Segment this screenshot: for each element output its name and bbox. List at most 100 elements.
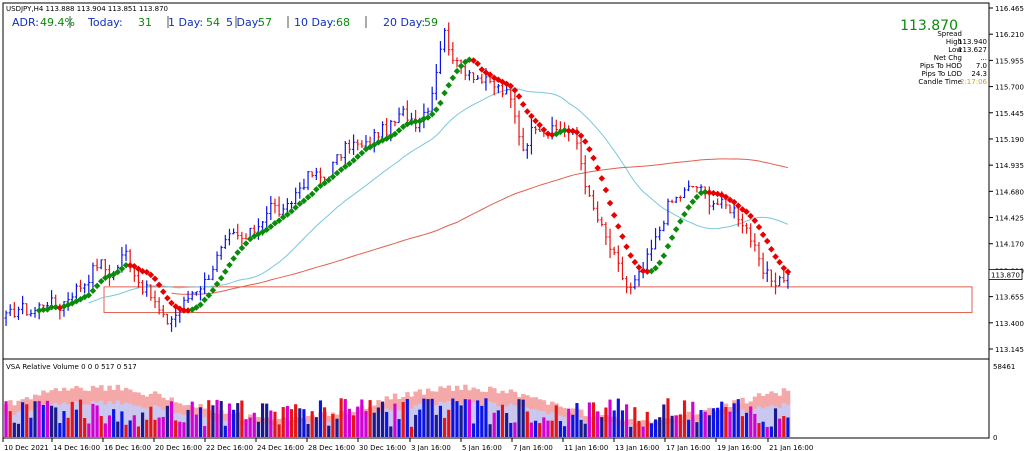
- volume-bar: [459, 405, 463, 437]
- volume-bar: [12, 422, 16, 437]
- info-row-value: 113.940: [958, 38, 987, 46]
- signal-ma-marker: [610, 212, 618, 219]
- signal-ma-marker: [321, 179, 328, 187]
- signal-ma-marker: [263, 226, 270, 234]
- volume-bar: [620, 410, 625, 437]
- time-tick-label: 13 Jan 16:00: [615, 444, 659, 451]
- volume-bar: [62, 411, 66, 437]
- volume-bar: [8, 411, 12, 437]
- volume-bar: [16, 423, 21, 437]
- signal-ma-marker: [739, 206, 746, 213]
- signal-ma-marker: [300, 197, 308, 205]
- volume-band: [136, 405, 141, 437]
- signal-ma-marker: [333, 169, 341, 177]
- signal-ma-marker: [735, 202, 742, 210]
- volume-bar: [575, 403, 579, 437]
- volume-bar: [534, 420, 538, 437]
- signal-ma-marker: [197, 301, 204, 308]
- current-price-readout: 113.870: [900, 18, 958, 34]
- signal-ma-marker: [292, 204, 299, 211]
- volume-bar: [223, 425, 227, 437]
- volume-bar: [720, 401, 724, 437]
- volume-bar: [124, 424, 128, 437]
- volume-bar: [50, 405, 54, 437]
- signal-ma-marker: [325, 176, 332, 184]
- signal-ma-marker: [573, 129, 581, 136]
- info-row-value: 7.0: [976, 62, 987, 70]
- volume-bar: [418, 409, 422, 437]
- adr-label: 20 Day:: [383, 16, 425, 29]
- volume-bar: [236, 403, 240, 437]
- info-row-label: Candle Time: [918, 78, 962, 86]
- signal-ma-marker: [395, 127, 403, 134]
- signal-ma-marker: [561, 127, 568, 134]
- volume-bar: [554, 405, 558, 437]
- volume-bar: [37, 401, 41, 437]
- volume-bar: [248, 417, 252, 437]
- time-tick-label: 3 Jan 16:00: [411, 444, 451, 451]
- signal-ma-marker: [151, 275, 159, 282]
- signal-ma-marker: [317, 182, 324, 189]
- volume-bar: [409, 426, 414, 437]
- volume-bar: [736, 399, 740, 437]
- volume-bar: [633, 407, 637, 437]
- time-tick-label: 19 Jan 16:00: [717, 444, 761, 451]
- current-price-tag-label: 113.870: [991, 272, 1020, 280]
- signal-ma-marker: [97, 278, 105, 285]
- signal-ma-marker: [201, 296, 208, 304]
- volume-bar: [571, 414, 575, 437]
- volume-bar: [145, 419, 149, 437]
- volume-bar: [550, 420, 554, 437]
- signal-ma-marker: [242, 240, 250, 247]
- volume-bar: [157, 417, 161, 437]
- signal-ma-marker: [164, 294, 171, 302]
- volume-bar: [583, 423, 587, 437]
- volume-bar: [500, 404, 505, 437]
- volume-bar: [87, 423, 91, 437]
- price-tick-label: 114.680: [995, 188, 1024, 196]
- volume-bar: [397, 419, 401, 437]
- volume-bar: [637, 420, 641, 437]
- signal-ma-marker: [755, 223, 763, 231]
- volume-bar: [376, 407, 380, 437]
- current-price-tag: [988, 269, 1023, 280]
- volume-bar: [761, 421, 765, 437]
- volume-bar: [401, 402, 405, 437]
- info-row-value: 2:17:06: [960, 78, 988, 86]
- adr-value: 31: [138, 16, 152, 29]
- volume-bar: [422, 398, 426, 437]
- signal-ma-marker: [780, 264, 788, 272]
- volume-bar: [203, 426, 207, 437]
- signal-ma-marker: [391, 130, 399, 138]
- volume-bar: [562, 426, 567, 437]
- price-tick-label: 113.400: [995, 320, 1024, 328]
- volume-bar: [616, 398, 620, 437]
- volume-bar: [666, 398, 670, 437]
- volume-bar: [430, 398, 434, 437]
- info-row-label: Spread: [937, 30, 962, 38]
- volume-band: [115, 400, 121, 437]
- volume-bar: [289, 409, 294, 437]
- signal-ma-marker: [586, 145, 593, 153]
- volume-bar: [273, 411, 277, 437]
- volume-bar: [54, 407, 58, 437]
- volume-bar: [33, 401, 37, 437]
- adr-label: Today:: [87, 16, 123, 29]
- volume-bar: [728, 411, 732, 437]
- adr-value: 59: [424, 16, 438, 29]
- volume-bar: [521, 399, 525, 437]
- volume-bar: [343, 399, 347, 437]
- volume-bar: [25, 404, 29, 437]
- adr-label: 5 Day:: [226, 16, 261, 29]
- price-axis: 116.465 116.210 115.955 115.700 115.445 115.1…: [988, 5, 1024, 354]
- volume-bar: [625, 404, 629, 437]
- volume-band: [765, 406, 770, 437]
- signal-ma-marker: [337, 166, 345, 173]
- info-row-label: Net Chg: [934, 54, 962, 62]
- time-tick-label: 7 Jan 16:00: [513, 444, 553, 451]
- volume-band: [388, 410, 394, 437]
- volume-bar: [455, 401, 459, 437]
- signal-ma-marker: [358, 149, 366, 157]
- volume-bar: [649, 423, 653, 437]
- volume-bar: [186, 409, 190, 437]
